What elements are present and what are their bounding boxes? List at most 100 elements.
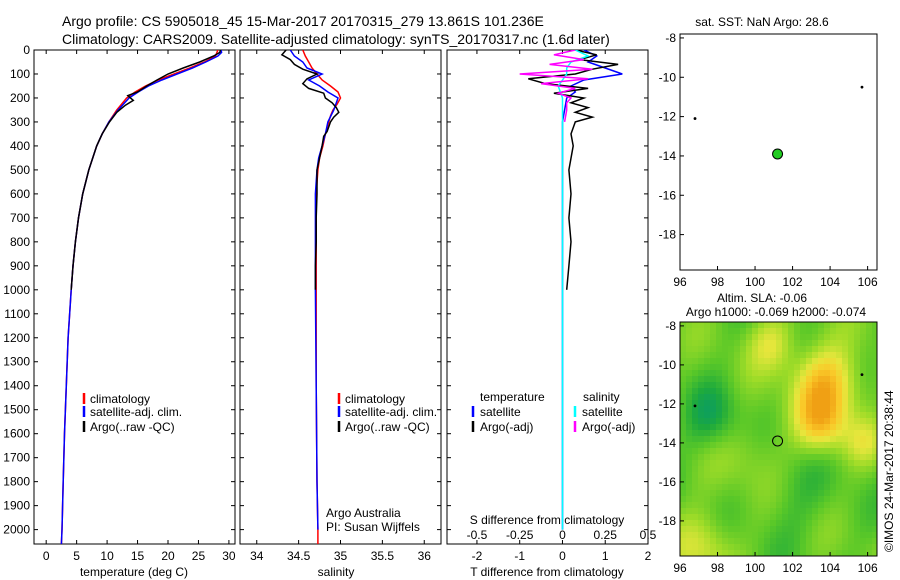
depth-axis: 0 100 200 300 400 500 600 700 800 900 1000 1100 1200…: [3, 43, 235, 537]
sla-cell: [704, 346, 711, 353]
sla-cell: [692, 334, 699, 341]
sla-cell: [788, 346, 795, 353]
sla-cell: [854, 472, 861, 479]
sla-cell: [752, 370, 759, 377]
salinity-series: [280, 50, 342, 544]
sla-cell: [872, 496, 877, 503]
sla-cell: [794, 496, 801, 503]
sla-cell: [800, 376, 807, 383]
sla-cell: [770, 430, 777, 437]
sla-cell: [698, 400, 705, 407]
sla-cell: [842, 448, 849, 455]
x-tick-label: 20: [161, 549, 175, 563]
x-tick-label: 10: [100, 549, 114, 563]
sla-cell: [794, 346, 801, 353]
sla-cell: [800, 514, 807, 521]
sla-cell: [752, 442, 759, 449]
sla-cell: [812, 424, 819, 431]
salinity-panel: 34 34.5 35 35.5 36 climatology satellite-adj…: [239, 49, 442, 579]
sla-cell: [758, 364, 765, 371]
sla-cell: [758, 484, 765, 491]
sla-cell: [812, 454, 819, 461]
sla-cell: [686, 424, 693, 431]
sla-cell: [830, 448, 837, 455]
sla-cell: [860, 460, 867, 467]
sla-cell: [848, 424, 855, 431]
sla-cell: [860, 418, 867, 425]
sla-cell: [728, 508, 735, 515]
sla-cell: [758, 424, 765, 431]
sla-cell: [698, 526, 705, 533]
sla-cell: [722, 334, 729, 341]
sla-cell: [776, 544, 783, 551]
sla-cell: [794, 538, 801, 545]
sla-cell: [812, 412, 819, 419]
sla-cell: [740, 454, 747, 461]
sla-cell: [680, 364, 687, 371]
sla-cell: [800, 382, 807, 389]
sla-cell: [806, 322, 813, 329]
sla-cell: [686, 478, 693, 485]
sla-cell: [788, 514, 795, 521]
sla-cell: [710, 394, 717, 401]
sla-cell: [692, 448, 699, 455]
sla-cell: [842, 418, 849, 425]
sla-cell: [800, 448, 807, 455]
sla-cell: [872, 490, 877, 497]
sla-cell: [752, 352, 759, 359]
sla-cell: [692, 490, 699, 497]
sla-cell: [758, 322, 765, 329]
sla-cell: [764, 526, 771, 533]
sla-cell: [782, 352, 789, 359]
sla-cell: [812, 520, 819, 527]
sla-cell: [872, 550, 877, 556]
sla-cell: [740, 382, 747, 389]
sla-cell: [836, 502, 843, 509]
sla-cell: [776, 322, 783, 329]
sla-cell: [704, 436, 711, 443]
map-y-tick-label: -14: [659, 149, 677, 163]
sla-cell: [758, 370, 765, 377]
sla-cell: [746, 514, 753, 521]
sla-cell: [764, 484, 771, 491]
sla-cell: [866, 502, 873, 509]
sla-cell: [866, 448, 873, 455]
sla-cell: [764, 346, 771, 353]
sla-cell: [710, 424, 717, 431]
depth-tick-label: 700: [10, 211, 30, 225]
sla-cell: [740, 376, 747, 383]
sla-cell: [746, 436, 753, 443]
sla-cell: [698, 418, 705, 425]
sla-cell: [830, 550, 837, 556]
sla-cell: [764, 364, 771, 371]
sla-cell: [788, 436, 795, 443]
sla-cell: [686, 406, 693, 413]
sla-cell: [698, 436, 705, 443]
sla-cell: [722, 514, 729, 521]
sla-cell: [776, 454, 783, 461]
sla-cell: [872, 544, 877, 551]
sla-cell: [686, 400, 693, 407]
sla-cell: [770, 490, 777, 497]
sla-cell: [866, 388, 873, 395]
sla-cell: [782, 430, 789, 437]
sla-cell: [854, 346, 861, 353]
legend-label-t-argo: Argo(-adj): [480, 420, 533, 434]
sla-cell: [860, 454, 867, 461]
sla-cell: [818, 394, 825, 401]
sla-cell: [782, 370, 789, 377]
sla-cell: [872, 418, 877, 425]
sla-cell: [758, 550, 765, 556]
sla-cell: [848, 538, 855, 545]
sla-cell: [734, 550, 741, 556]
sla-cell: [704, 454, 711, 461]
sla-cell: [812, 376, 819, 383]
sla-cell: [746, 454, 753, 461]
sla-cell: [746, 418, 753, 425]
sla-cell: [728, 328, 735, 335]
sla-cell: [782, 454, 789, 461]
sla-cell: [824, 502, 831, 509]
sla-cell: [752, 490, 759, 497]
sla-cell: [848, 472, 855, 479]
sla-cell: [872, 358, 877, 365]
